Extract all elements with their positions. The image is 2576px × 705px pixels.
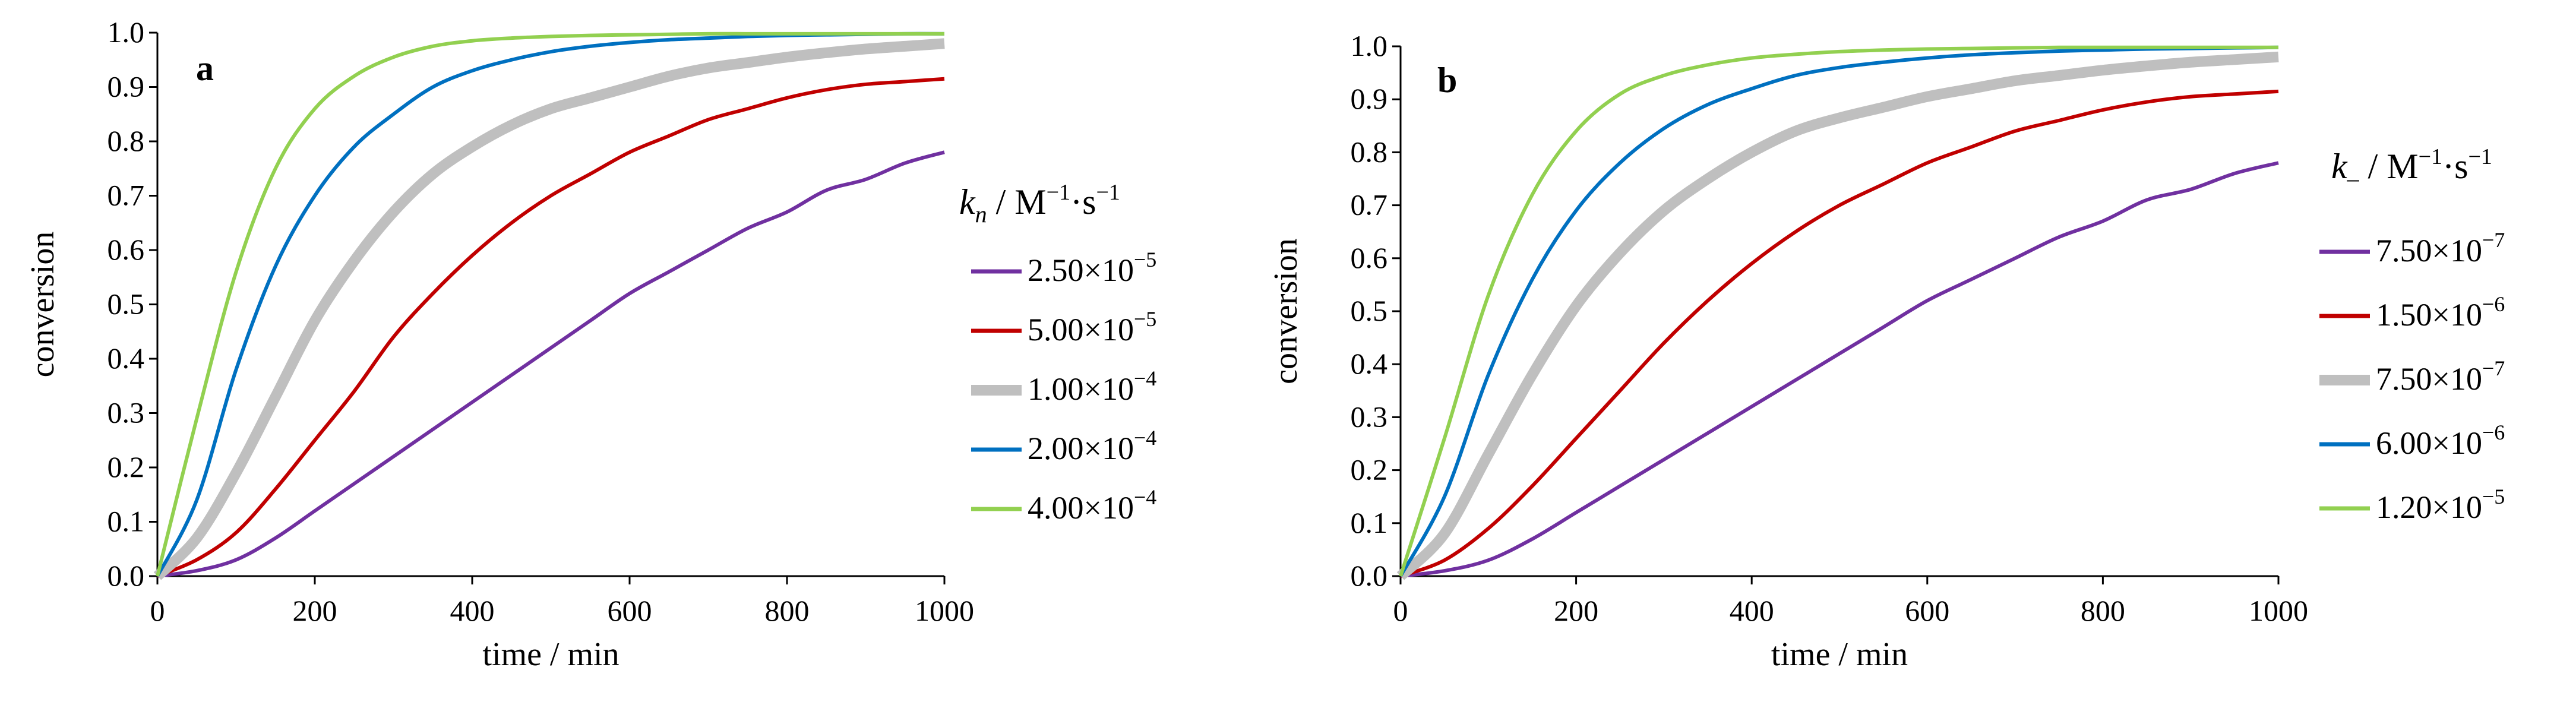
y-tick-label: 0.8 bbox=[1351, 135, 1388, 168]
legend-entry-3: 1.00×10−4 bbox=[1028, 366, 1156, 407]
panel-label: a bbox=[196, 49, 214, 88]
x-tick-label: 200 bbox=[1554, 594, 1598, 627]
legend-entry-1: 2.50×10−5 bbox=[1028, 248, 1156, 288]
y-tick-label: 0.4 bbox=[1351, 347, 1388, 380]
legend-entry-4: 2.00×10−4 bbox=[1028, 426, 1156, 466]
x-tick-label: 600 bbox=[608, 594, 652, 627]
y-tick-label: 0.2 bbox=[1351, 453, 1388, 486]
series-line-1 bbox=[1400, 161, 2279, 578]
y-tick-label: 1.0 bbox=[108, 15, 145, 49]
legend-entry-5: 1.20×10−5 bbox=[2376, 485, 2505, 525]
legend-entry-5: 4.00×10−4 bbox=[1028, 485, 1156, 526]
x-axis-label: time / min bbox=[482, 636, 619, 673]
series-line-5 bbox=[156, 31, 944, 577]
x-tick-label: 400 bbox=[450, 594, 495, 627]
y-tick-label: 0.9 bbox=[108, 70, 145, 103]
legend: kn / M−1·s−1 2.50×10−5 5.00×10−5 1.00×10−4 2… bbox=[959, 180, 1156, 526]
y-tick-label: 1.0 bbox=[1351, 29, 1388, 62]
chart-panel-b: 0.0 0.1 0.2 0.3 0.4 0.5 0.6 0.7 0.8 0.9 1.0 0 200 400… bbox=[1268, 29, 2505, 673]
y-tick-label: 0.0 bbox=[108, 559, 145, 592]
y-tick-label: 0.1 bbox=[108, 505, 145, 538]
x-tick-label: 800 bbox=[765, 594, 810, 627]
y-axis-label: conversion bbox=[24, 232, 61, 378]
x-tick-label: 0 bbox=[1393, 594, 1408, 627]
x-tick-label: 0 bbox=[150, 594, 165, 627]
legend-entry-3: 7.50×10−7 bbox=[2376, 356, 2505, 397]
y-tick-label: 0.6 bbox=[108, 233, 145, 266]
y-tick-label: 0.0 bbox=[1351, 559, 1388, 592]
legend: k– / M−1·s−1 7.50×10−7 1.50×10−6 7.50×10−7 6… bbox=[2319, 144, 2505, 525]
series-line-2 bbox=[1399, 89, 2279, 578]
y-tick-label: 0.7 bbox=[1351, 188, 1388, 222]
series-line-2 bbox=[156, 77, 945, 578]
x-tick-label: 200 bbox=[293, 594, 337, 627]
y-tick-label: 0.3 bbox=[108, 396, 145, 429]
legend-entry-2: 1.50×10−6 bbox=[2376, 292, 2505, 333]
y-axis-label: conversion bbox=[1268, 238, 1304, 384]
series-line-3 bbox=[153, 38, 945, 580]
legend-entry-2: 5.00×10−5 bbox=[1028, 307, 1156, 347]
y-tick-label: 0.5 bbox=[108, 287, 145, 321]
y-tick-label: 0.2 bbox=[108, 450, 145, 483]
y-tick-label: 0.1 bbox=[1351, 506, 1388, 539]
y-tick-label: 0.7 bbox=[108, 179, 145, 212]
series-line-4 bbox=[1399, 45, 2279, 577]
x-tick-label: 400 bbox=[1730, 594, 1774, 627]
x-tick-label: 800 bbox=[2081, 594, 2125, 627]
legend-entry-4: 6.00×10−6 bbox=[2376, 421, 2505, 461]
panel-label: b bbox=[1437, 61, 1457, 100]
y-tick-label: 0.6 bbox=[1351, 241, 1388, 274]
x-tick-label: 1000 bbox=[915, 594, 974, 627]
series-line-4 bbox=[156, 31, 945, 577]
y-tick-label: 0.9 bbox=[1351, 82, 1388, 115]
legend-entry-1: 7.50×10−7 bbox=[2376, 228, 2505, 268]
series-line-5 bbox=[1399, 45, 2278, 577]
y-tick-label: 0.4 bbox=[108, 342, 145, 375]
y-tick-label: 0.5 bbox=[1351, 294, 1388, 327]
legend-title: kn / M−1·s−1 bbox=[959, 180, 1120, 227]
chart-panel-a: 0.0 0.1 0.2 0.3 0.4 0.5 0.6 0.7 0.8 0.9 1.0 0 200 400… bbox=[24, 15, 1156, 673]
series-line-3 bbox=[1396, 51, 2279, 580]
x-tick-label: 600 bbox=[1905, 594, 1949, 627]
legend-title: k– / M−1·s−1 bbox=[2331, 144, 2492, 192]
y-tick-label: 0.3 bbox=[1351, 400, 1388, 433]
series-line-1 bbox=[157, 150, 945, 578]
x-axis-label: time / min bbox=[1771, 636, 1908, 673]
y-tick-label: 0.8 bbox=[108, 124, 145, 157]
x-tick-label: 1000 bbox=[2249, 594, 2308, 627]
